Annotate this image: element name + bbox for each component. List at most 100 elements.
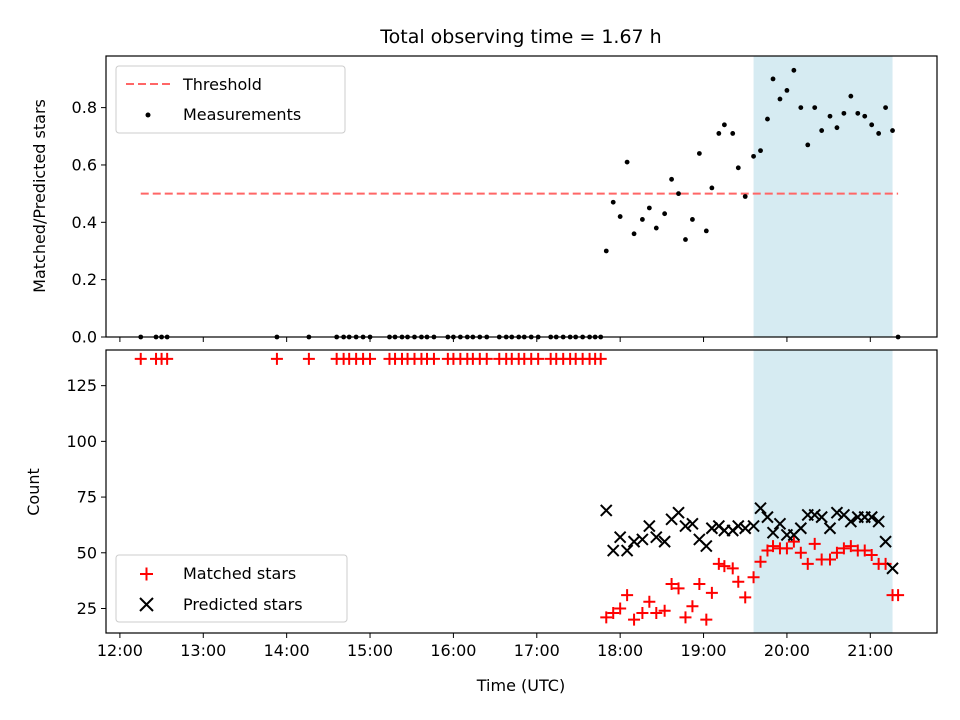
top-y-axis-label: Matched/Predicted stars (30, 99, 49, 293)
x-tick-label: 20:00 (764, 641, 810, 660)
data-point (895, 334, 901, 340)
shaded-region (753, 350, 893, 633)
data-point (805, 142, 811, 148)
legend-matched-swatch (140, 567, 153, 581)
data-point (580, 334, 586, 340)
data-point (754, 502, 767, 515)
bottom-legend: Matched stars Predicted stars (115, 554, 348, 623)
data-point (603, 248, 609, 254)
data-point (548, 334, 554, 340)
data-point (726, 562, 739, 575)
data-point (412, 334, 417, 340)
data-point (672, 506, 685, 519)
data-point (658, 535, 671, 548)
data-point (770, 76, 776, 82)
data-point (844, 515, 858, 528)
data-point (306, 334, 312, 340)
data-point (890, 128, 895, 133)
bottom-legend-frame (115, 554, 348, 623)
data-point (876, 131, 882, 136)
data-point (686, 517, 699, 531)
data-point (712, 557, 725, 570)
data-point (470, 334, 476, 340)
axes-frames (105, 55, 938, 634)
data-point (624, 159, 630, 165)
data-point (780, 542, 793, 555)
data-point (703, 228, 709, 234)
data-point (848, 93, 854, 99)
data-point (592, 334, 598, 340)
legend-threshold-label: Threshold (182, 75, 262, 94)
data-point (341, 334, 347, 340)
data-point (739, 591, 752, 604)
data-point (445, 334, 451, 340)
data-point (676, 191, 681, 197)
data-point (794, 546, 807, 559)
data-point (892, 589, 905, 602)
data-point (747, 571, 760, 584)
y-tick-label: 0.6 (72, 155, 97, 174)
data-point (872, 515, 885, 528)
data-point (773, 517, 787, 531)
data-point (627, 535, 641, 548)
data-point (613, 530, 627, 544)
data-point (735, 165, 741, 171)
data-point (841, 110, 847, 116)
tick-layer: 0.0 0.2 0.4 0.6 0.8 25 50 75 100 125 12:00 13:00 14:… (66, 98, 893, 660)
data-point (758, 148, 763, 154)
data-point (607, 544, 620, 557)
data-point (607, 606, 620, 619)
data-point (865, 510, 878, 524)
data-point (716, 131, 722, 136)
data-point (837, 542, 850, 555)
data-point (480, 352, 493, 365)
data-point (855, 110, 861, 116)
y-tick-label: 125 (66, 376, 97, 395)
data-point (721, 122, 727, 128)
data-point (787, 535, 800, 548)
x-tick-label: 16:00 (430, 641, 476, 660)
data-point (823, 522, 837, 535)
data-point (334, 334, 340, 340)
data-point (387, 334, 392, 340)
data-point (858, 544, 871, 557)
data-point (360, 334, 366, 340)
data-point (405, 334, 410, 340)
data-point (620, 544, 634, 557)
data-point (594, 352, 607, 365)
data-point (614, 602, 627, 615)
x-tick-label: 14:00 (264, 641, 310, 660)
data-point (302, 352, 315, 365)
data-point (636, 606, 649, 619)
series-measurements (138, 67, 901, 340)
data-point (700, 613, 713, 626)
data-point (643, 519, 656, 533)
data-point (819, 128, 825, 133)
data-point (732, 575, 745, 588)
data-point (399, 334, 405, 340)
data-point (886, 562, 899, 575)
data-point (730, 131, 736, 136)
data-point (431, 334, 437, 340)
data-point (830, 546, 843, 559)
y-tick-label: 0.2 (72, 270, 97, 289)
data-point (164, 334, 170, 340)
data-point (669, 176, 674, 182)
data-point (812, 105, 818, 111)
data-point (747, 519, 760, 533)
legend-matched-label: Matched stars (183, 564, 296, 583)
data-point (521, 334, 527, 340)
data-point (777, 96, 783, 102)
data-point (653, 225, 659, 231)
data-point (705, 586, 718, 599)
data-point (784, 88, 790, 93)
data-point (528, 334, 534, 340)
data-point (628, 613, 641, 626)
data-point (823, 553, 836, 566)
chart-title: Total observing time = 1.67 h (379, 26, 661, 48)
data-point (650, 606, 663, 619)
shaded-regions (753, 56, 893, 633)
data-point (600, 504, 613, 517)
data-point (274, 334, 280, 340)
